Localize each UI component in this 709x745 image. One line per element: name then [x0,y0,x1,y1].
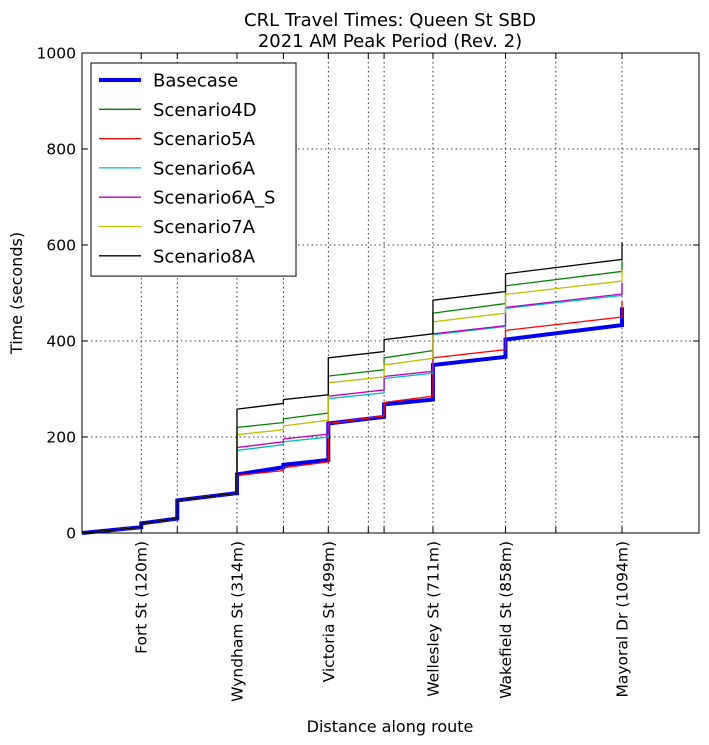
x-tick-label: Wakefield St (858m) [497,541,515,699]
x-tick-label: Victoria St (499m) [320,541,338,682]
series-line [81,242,623,534]
legend-box [90,62,297,277]
series-line [81,261,623,534]
x-axis-label: Distance along route [307,717,474,736]
y-tick-label: 800 [46,141,76,159]
x-tick-label: Wellesley St (711m) [424,541,442,697]
series-line [81,269,623,534]
x-tick-label: Mayoral Dr (1094m) [613,541,631,698]
y-tick-label: 400 [46,333,76,351]
series-lines [81,242,624,535]
x-axis: Fort St (120m) Wyndham St (314m) Victoria … [133,53,631,702]
x-tick-label: Fort St (120m) [133,541,151,654]
y-tick-label: 1000 [37,45,76,63]
series-line [81,282,623,534]
chart-title: CRL Travel Times: Queen St SBD [244,10,536,31]
legend-label: Scenario8A [153,246,256,267]
legend-label: Scenario6A [153,158,256,179]
y-tick-label: 0 [66,525,76,543]
legend-label: Basecase [153,71,238,92]
y-tick-label: 600 [46,237,76,255]
y-axis-label: Time (seconds) [7,232,26,355]
series-line [81,283,623,534]
plot-area-frame [81,52,700,534]
y-tick-label: 200 [46,429,76,447]
chart-subtitle: 2021 AM Peak Period (Rev. 2) [258,31,522,52]
x-tick-label: Wyndham St (314m) [228,541,246,702]
legend-label: Scenario5A [153,129,256,150]
legend-label: Scenario7A [153,217,256,238]
legend-label: Scenario6A_S [153,188,275,209]
legend-label: Scenario4D [153,100,257,121]
legend: Basecase Scenario4D Scenario5A Scenario6A Sc… [90,62,297,277]
y-axis: 0 200 400 600 800 1000 [37,45,699,543]
